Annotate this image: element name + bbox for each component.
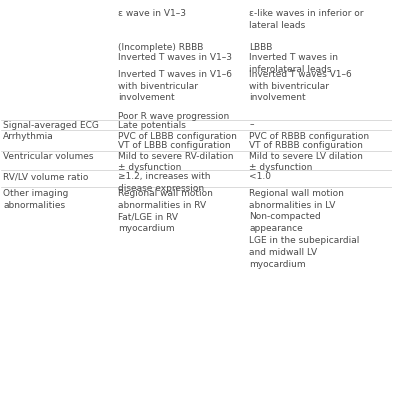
- Text: PVC of LBBB configuration: PVC of LBBB configuration: [118, 132, 237, 141]
- Text: –: –: [249, 120, 254, 130]
- Text: VT of RBBB configuration: VT of RBBB configuration: [249, 141, 363, 150]
- Text: Regional wall motion
abnormalities in RV
Fat/LGE in RV
myocardium: Regional wall motion abnormalities in RV…: [118, 189, 213, 233]
- Text: Mild to severe RV-dilation
± dysfunction: Mild to severe RV-dilation ± dysfunction: [118, 152, 234, 172]
- Text: Ventricular volumes: Ventricular volumes: [3, 152, 94, 160]
- Text: Other imaging
abnormalities: Other imaging abnormalities: [3, 189, 69, 210]
- Text: Arrhythmia: Arrhythmia: [3, 132, 54, 141]
- Text: Inverted T waves in
inferolateral leads: Inverted T waves in inferolateral leads: [249, 53, 338, 74]
- Text: Poor R wave progression: Poor R wave progression: [118, 112, 230, 121]
- Text: LBBB: LBBB: [249, 43, 272, 52]
- Text: (Incomplete) RBBB: (Incomplete) RBBB: [118, 43, 204, 52]
- Text: <1.0: <1.0: [249, 172, 271, 181]
- Text: Inverted T waves in V1–3: Inverted T waves in V1–3: [118, 53, 232, 62]
- Text: Mild to severe LV dilation
± dysfunction: Mild to severe LV dilation ± dysfunction: [249, 152, 363, 172]
- Text: ε wave in V1–3: ε wave in V1–3: [118, 9, 186, 18]
- Text: ε-like waves in inferior or
lateral leads: ε-like waves in inferior or lateral lead…: [249, 9, 364, 30]
- Text: RV/LV volume ratio: RV/LV volume ratio: [3, 172, 89, 181]
- Text: Inverted T waves V1–6
with biventricular
involvement: Inverted T waves V1–6 with biventricular…: [249, 70, 352, 102]
- Text: Signal-averaged ECG: Signal-averaged ECG: [3, 120, 99, 130]
- Text: Inverted T waves in V1–6
with biventricular
involvement: Inverted T waves in V1–6 with biventricu…: [118, 70, 232, 102]
- Text: VT of LBBB configuration: VT of LBBB configuration: [118, 141, 231, 150]
- Text: PVC of RBBB configuration: PVC of RBBB configuration: [249, 132, 369, 141]
- Text: Late potentials: Late potentials: [118, 120, 186, 130]
- Text: Regional wall motion
abnormalities in LV
Non-compacted
appearance
LGE in the sub: Regional wall motion abnormalities in LV…: [249, 189, 360, 269]
- Text: ≥1.2, increases with
disease expression: ≥1.2, increases with disease expression: [118, 172, 211, 193]
